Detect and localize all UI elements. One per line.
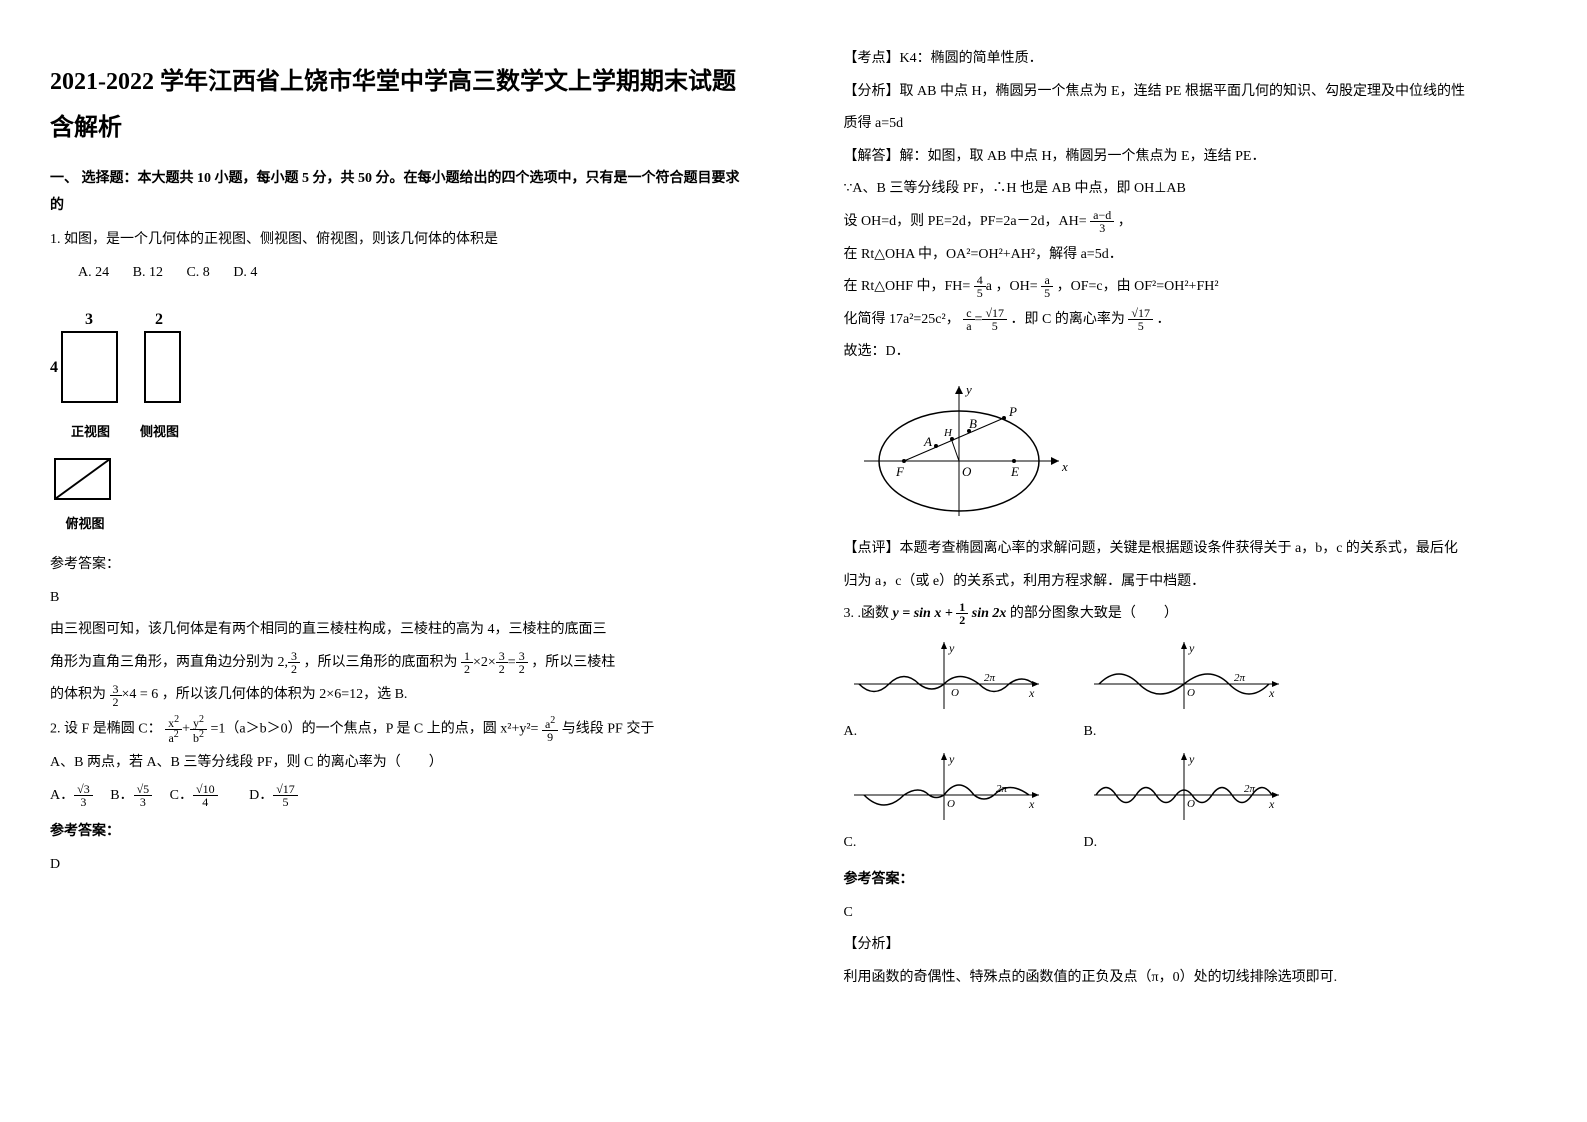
- q1-explain-3: 的体积为 32×4 = 6 ，所以该几何体的体积为 2×6=12，选 B.: [50, 682, 744, 709]
- front-view-label: 正视图: [71, 420, 110, 445]
- q3-chart-a: y O 2π x: [844, 634, 1044, 714]
- q3-label-c: C.: [844, 830, 857, 857]
- svg-text:x: x: [1268, 797, 1275, 811]
- q3-stem: 3. .函数 y = sin x + 12 sin 2x 的部分图象大致是（ ）: [844, 601, 1538, 628]
- svg-text:y: y: [1188, 641, 1195, 655]
- front-side-view-svg: 3 2 4: [50, 302, 200, 417]
- svg-text:2π: 2π: [1244, 783, 1256, 795]
- q2-options: A．√33 B．√53 C．√104 D．√175: [50, 783, 744, 810]
- right-page: 【考点】K4：椭圆的简单性质． 【分析】取 AB 中点 H，椭圆另一个焦点为 E…: [794, 0, 1587, 1122]
- svg-text:O: O: [1187, 687, 1195, 699]
- svg-text:x: x: [1268, 686, 1275, 700]
- svg-text:x: x: [1028, 797, 1035, 811]
- jieda-6: 化简得 17a²=25c²， ca=√175 ．即 C 的离心率为 √175 ．: [844, 307, 1538, 334]
- top-view-label: 俯视图: [65, 512, 104, 537]
- q1-views-diagram: 3 2 4 正视图 侧视图 俯视图: [50, 302, 744, 537]
- svg-text:O: O: [1187, 798, 1195, 810]
- document-title: 2021-2022 学年江西省上饶市华堂中学高三数学文上学期期末试题含解析: [50, 60, 744, 151]
- dim-3: 3: [85, 311, 93, 328]
- jieda-4: 在 Rt△OHA 中，OA²=OH²+AH²，解得 a=5d．: [844, 242, 1538, 269]
- q1-stem: 1. 如图，是一个几何体的正视图、侧视图、俯视图，则该几何体的体积是: [50, 227, 744, 254]
- q1-explain-1: 由三视图可知，该几何体是有两个相同的直三棱柱构成，三棱柱的高为 4，三棱柱的底面…: [50, 617, 744, 644]
- q1-options: A. 24 B. 12 C. 8 D. 4: [50, 260, 744, 287]
- svg-text:A: A: [923, 434, 932, 449]
- left-page: 2021-2022 学年江西省上饶市华堂中学高三数学文上学期期末试题含解析 一、…: [0, 0, 794, 1122]
- q3-answer: C: [844, 900, 1538, 927]
- fenxi: 【分析】取 AB 中点 H，椭圆另一个焦点为 E，连结 PE 根据平面几何的知识…: [844, 79, 1538, 106]
- q1-answer-label: 参考答案：: [50, 552, 744, 579]
- side-view-label: 侧视图: [140, 420, 179, 445]
- q3-chart-d: y O 2π x: [1084, 745, 1284, 825]
- dianping-1: 【点评】本题考查椭圆离心率的求解问题，关键是根据题设条件获得关于 a，b，c 的…: [844, 536, 1538, 563]
- svg-text:y: y: [948, 641, 955, 655]
- q2-answer-label: 参考答案：: [50, 819, 744, 846]
- kaodian: 【考点】K4：椭圆的简单性质．: [844, 46, 1538, 73]
- jieda-5: 在 Rt△OHF 中，FH= 45a ，OH= a5 ，OF=c，由 OF²=O…: [844, 274, 1538, 301]
- q3-label-d: D.: [1084, 830, 1098, 857]
- q3-fenxi-text: 利用函数的奇偶性、特殊点的函数值的正负及点（π，0）处的切线排除选项即可.: [844, 965, 1538, 992]
- jieda-3: 设 OH=d，则 PE=2d，PF=2a－2d，AH= a−d3 ，: [844, 209, 1538, 236]
- q3-answer-label: 参考答案：: [844, 867, 1538, 894]
- svg-text:E: E: [1010, 464, 1019, 479]
- svg-text:2π: 2π: [984, 672, 996, 684]
- q2-answer: D: [50, 852, 744, 879]
- dianping-2: 归为 a，c（或 e）的关系式，利用方程求解．属于中档题．: [844, 569, 1538, 596]
- q3-chart-b: y O 2π x: [1084, 634, 1284, 714]
- q1-opt-c: C. 8: [186, 265, 209, 280]
- fenxi-2: 质得 a=5d: [844, 111, 1538, 138]
- svg-text:O: O: [951, 687, 959, 699]
- q1-answer: B: [50, 585, 744, 612]
- q3-fenxi-label: 【分析】: [844, 932, 1538, 959]
- dim-2: 2: [155, 311, 163, 328]
- dim-4: 4: [50, 359, 58, 376]
- svg-text:O: O: [947, 798, 955, 810]
- jieda-1: 【解答】解：如图，取 AB 中点 H，椭圆另一个焦点为 E，连结 PE．: [844, 144, 1538, 171]
- svg-text:2π: 2π: [996, 783, 1008, 795]
- q2-stem-line1: 2. 设 F 是椭圆 C： x2a2+y2b2 =1（a＞b＞0）的一个焦点，P…: [50, 715, 744, 744]
- svg-text:B: B: [969, 416, 977, 431]
- top-view-svg: [50, 454, 120, 509]
- q1-opt-b: B. 12: [133, 265, 163, 280]
- svg-text:y: y: [1188, 752, 1195, 766]
- svg-text:y: y: [964, 382, 972, 397]
- q3-chart-c: y O 2π x: [844, 745, 1044, 825]
- ellipse-diagram: y P B H A F O E x: [844, 376, 1538, 526]
- jieda-7: 故选：D．: [844, 339, 1538, 366]
- q2-stem-line2: A、B 两点，若 A、B 三等分线段 PF，则 C 的离心率为（ ）: [50, 750, 744, 777]
- svg-text:H: H: [943, 427, 953, 439]
- jieda-2: ∵A、B 三等分线段 PF，∴H 也是 AB 中点，即 OH⊥AB: [844, 176, 1538, 203]
- section-1-heading: 一、 选择题：本大题共 10 小题，每小题 5 分，共 50 分。在每小题给出的…: [50, 166, 744, 219]
- q1-opt-d: D. 4: [233, 265, 257, 280]
- svg-text:O: O: [962, 464, 972, 479]
- svg-text:2π: 2π: [1234, 672, 1246, 684]
- svg-text:x: x: [1028, 686, 1035, 700]
- svg-text:x: x: [1061, 459, 1068, 474]
- q3-label-b: B.: [1084, 719, 1097, 746]
- q1-opt-a: A. 24: [78, 265, 109, 280]
- q3-charts: y O 2π x A. y O 2π x: [844, 634, 1538, 857]
- q3-label-a: A.: [844, 719, 858, 746]
- svg-text:y: y: [948, 752, 955, 766]
- svg-text:P: P: [1008, 404, 1017, 419]
- q1-explain-2: 角形为直角三角形，两直角边分别为 2,32 ，所以三角形的底面积为 12×2×3…: [50, 650, 744, 677]
- svg-text:F: F: [895, 464, 905, 479]
